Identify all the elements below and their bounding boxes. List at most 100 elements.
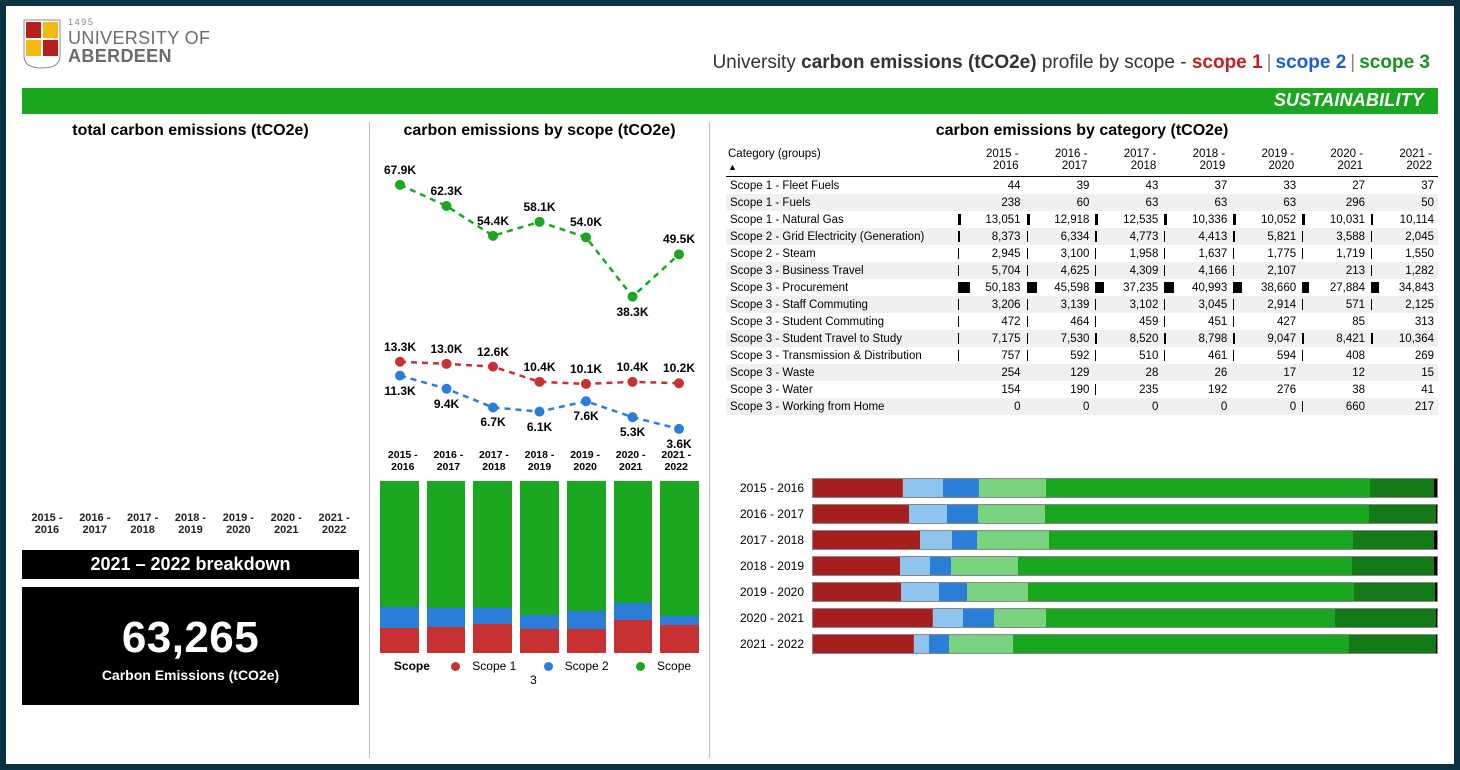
hstack-row[interactable]: 2019 - 2020 (726, 579, 1438, 605)
hstack-row[interactable]: 2021 - 2022 (726, 631, 1438, 657)
stacked-seg (427, 481, 466, 608)
stacked-seg (520, 481, 559, 615)
stacked-col[interactable] (473, 481, 512, 653)
hstack-seg (1434, 531, 1437, 549)
table-row[interactable]: Scope 1 - Fleet Fuels44394337332737 (726, 177, 1438, 195)
mini-bar-icon (1302, 231, 1303, 242)
table-row[interactable]: Scope 1 - Natural Gas13,05112,91812,5351… (726, 211, 1438, 228)
cell: 592 (1025, 347, 1094, 364)
year-header[interactable]: 2016 -2017 (1025, 144, 1094, 177)
year-header[interactable]: 2019 -2020 (1231, 144, 1300, 177)
cell: 1,775 (1231, 245, 1300, 262)
hstack-row[interactable]: 2018 - 2019 (726, 553, 1438, 579)
hstack-row[interactable]: 2017 - 2018 (726, 527, 1438, 553)
year-header[interactable]: 2020 -2021 (1300, 144, 1369, 177)
mini-bar-icon (1302, 214, 1304, 225)
cell: 2,125 (1369, 296, 1438, 313)
cell: 60 (1025, 194, 1094, 211)
line-point-label: 3.6K (666, 437, 691, 451)
mini-bar-icon (1302, 333, 1304, 344)
stacked-col[interactable] (614, 481, 653, 653)
cell: 129 (1025, 364, 1094, 381)
hstack-seg (909, 505, 947, 523)
cell: 8,373 (956, 228, 1025, 245)
right-title: carbon emissions by category (tCO2e) (726, 122, 1438, 140)
cell: 41 (1369, 381, 1438, 398)
stacked-seg (660, 625, 699, 653)
year-header[interactable]: 2015 -2016 (956, 144, 1025, 177)
category-name: Scope 1 - Natural Gas (726, 211, 956, 228)
cell: 12 (1300, 364, 1369, 381)
hstack-row[interactable]: 2016 - 2017 (726, 501, 1438, 527)
cell: 10,364 (1369, 330, 1438, 347)
stacked-col[interactable] (520, 481, 559, 653)
table-row[interactable]: Scope 3 - Business Travel5,7044,6254,309… (726, 262, 1438, 279)
stacked-col[interactable] (567, 481, 606, 653)
hstack-seg (1369, 505, 1436, 523)
hstack-seg (1354, 583, 1435, 601)
cat-header[interactable]: Category (groups) ▲ (726, 144, 956, 177)
year-header[interactable]: 2017 -2018 (1093, 144, 1162, 177)
mini-bar-icon (1371, 299, 1372, 310)
table-row[interactable]: Scope 3 - Procurement50,18345,59837,2354… (726, 279, 1438, 296)
cell: 571 (1300, 296, 1369, 313)
mini-bar-icon (1164, 231, 1165, 242)
stacked-seg (473, 608, 512, 624)
table-row[interactable]: Scope 3 - Transmission & Distribution757… (726, 347, 1438, 364)
category-name: Scope 3 - Waste (726, 364, 956, 381)
table-row[interactable]: Scope 1 - Fuels2386063636329650 (726, 194, 1438, 211)
hstack-seg (813, 635, 913, 653)
table-row[interactable]: Scope 3 - Student Travel to Study7,1757,… (726, 330, 1438, 347)
cell: 461 (1162, 347, 1231, 364)
scope3-label: scope 3 (1359, 52, 1430, 73)
table-row[interactable]: Scope 3 - Working from Home00000660217 (726, 398, 1438, 415)
dot-icon (544, 662, 553, 671)
year-header[interactable]: 2018 -2019 (1162, 144, 1231, 177)
table-row[interactable]: Scope 3 - Water1541902351922763841 (726, 381, 1438, 398)
hstack-year-label: 2018 - 2019 (726, 559, 812, 573)
cell: 3,139 (1025, 296, 1094, 313)
hstack-seg (1335, 609, 1437, 627)
brand-line1: UNIVERSITY OF (68, 29, 210, 47)
cell: 296 (1300, 194, 1369, 211)
table-row[interactable]: Scope 3 - Staff Commuting3,2063,1393,102… (726, 296, 1438, 313)
sustainability-bar: SUSTAINABILITY (22, 88, 1438, 114)
cell: 0 (1231, 398, 1300, 415)
stacked-seg (660, 616, 699, 626)
hstack-bar (812, 582, 1438, 602)
hstack-seg (951, 557, 1018, 575)
total-bar-chart: 92.6K84.7K73.8K74.6K71.8K54.0K63.3K 2015… (22, 146, 359, 536)
cell: 3,100 (1025, 245, 1094, 262)
stacked-col[interactable] (660, 481, 699, 653)
columns: total carbon emissions (tCO2e) 92.6K84.7… (22, 122, 1438, 758)
mid-x-axis: 2015 -20162016 -20172017 -20182018 -2019… (380, 450, 699, 473)
cell: 63 (1231, 194, 1300, 211)
cell: 38 (1300, 381, 1369, 398)
hstack-seg (1352, 557, 1434, 575)
table-row[interactable]: Scope 2 - Grid Electricity (Generation)8… (726, 228, 1438, 245)
table-row[interactable]: Scope 3 - Student Commuting4724644594514… (726, 313, 1438, 330)
mini-bar-icon (1233, 333, 1235, 344)
hstack-seg (943, 479, 979, 497)
cell: 1,719 (1300, 245, 1369, 262)
table-row[interactable]: Scope 3 - Waste2541292826171215 (726, 364, 1438, 381)
category-name: Scope 2 - Steam (726, 245, 956, 262)
x-label: 2019 -2020 (562, 450, 608, 473)
stacked-col[interactable] (380, 481, 419, 653)
cell: 8,798 (1162, 330, 1231, 347)
mini-bar-icon (1027, 231, 1029, 242)
stacked-col[interactable] (427, 481, 466, 653)
mini-bar-icon (958, 282, 970, 293)
year-header[interactable]: 2021 -2022 (1369, 144, 1438, 177)
table-row[interactable]: Scope 2 - Steam2,9453,1001,9581,6371,775… (726, 245, 1438, 262)
category-name: Scope 3 - Business Travel (726, 262, 956, 279)
mini-bar-icon (1233, 299, 1234, 310)
hstack-seg (1353, 531, 1434, 549)
mid-title: carbon emissions by scope (tCO2e) (380, 122, 699, 140)
cell: 3,102 (1093, 296, 1162, 313)
hstack-row[interactable]: 2020 - 2021 (726, 605, 1438, 631)
hstack-seg (977, 531, 1049, 549)
hstack-bar (812, 634, 1438, 654)
cell: 594 (1231, 347, 1300, 364)
hstack-row[interactable]: 2015 - 2016 (726, 475, 1438, 501)
